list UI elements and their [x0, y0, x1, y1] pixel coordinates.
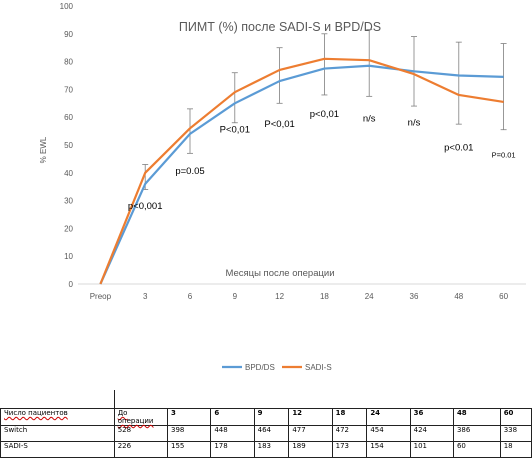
- table-cell: 18: [331, 408, 368, 426]
- x-tick-label: 36: [410, 292, 419, 301]
- x-tick-label: 24: [365, 292, 374, 301]
- p-value-annotation: n/s: [363, 113, 376, 124]
- table-cell: Switch: [0, 425, 115, 442]
- table-cell: 6: [210, 408, 255, 426]
- table-cell: 477: [288, 425, 333, 442]
- y-tick-label: 50: [64, 141, 73, 150]
- ewl-chart: ПИМТ (%) после SADI-S и BPD/DS Месяцы по…: [39, 2, 526, 372]
- table-header-patients: Число пациентов: [4, 409, 68, 417]
- table-row: Число пациентов До операции 3 6 9 12 18 …: [0, 408, 532, 426]
- y-tick-label: 90: [64, 30, 73, 39]
- y-tick-label: 60: [64, 113, 73, 122]
- table-cell: 155: [166, 441, 212, 458]
- x-axis-label: Месяцы после операции: [225, 268, 334, 279]
- table-cell: 424: [409, 425, 454, 442]
- x-tick-label: 3: [143, 292, 148, 301]
- table-cell: 226: [113, 441, 169, 458]
- p-value-annotation: P<0,01: [220, 124, 250, 135]
- x-tick-label: 6: [188, 292, 193, 301]
- table-spacer-row: [0, 390, 532, 409]
- table-cell: 24: [366, 408, 411, 426]
- y-tick-label: 10: [64, 252, 73, 261]
- x-tick-label: 12: [275, 292, 284, 301]
- table-cell: SADI-S: [0, 441, 115, 458]
- p-value-annotation: P=0.01: [492, 151, 516, 160]
- x-tick-label: Preop: [90, 292, 112, 301]
- y-tick-label: 30: [64, 197, 73, 206]
- table-cell: 18: [499, 441, 532, 458]
- table-cell: 154: [366, 441, 411, 458]
- table-cell: 528: [113, 425, 169, 442]
- table-cell: 48: [452, 408, 501, 426]
- legend-label: SADI-S: [305, 363, 332, 372]
- x-tick-label: 18: [320, 292, 329, 301]
- table-cell: 454: [366, 425, 411, 442]
- y-tick-label: 70: [64, 85, 73, 94]
- x-tick-label: 48: [454, 292, 463, 301]
- chart-svg: ПИМТ (%) после SADI-S и BPD/DS Месяцы по…: [39, 2, 526, 372]
- table-cell: 12: [288, 408, 333, 426]
- table-cell: 189: [288, 441, 333, 458]
- chart-title: ПИМТ (%) после SADI-S и BPD/DS: [179, 20, 381, 34]
- table-cell: 60: [452, 441, 501, 458]
- p-value-annotation: p<0.01: [444, 143, 473, 154]
- x-tick-label: 9: [233, 292, 238, 301]
- table-cell: 36: [409, 408, 454, 426]
- y-axis-label: % EWL: [39, 136, 48, 163]
- y-tick-label: 100: [60, 2, 74, 11]
- table-cell: 386: [452, 425, 501, 442]
- table-spacer-cell: [0, 390, 115, 409]
- table-cell: 60: [499, 408, 532, 426]
- p-value-annotation: P<0,01: [264, 119, 294, 130]
- table-cell: 101: [409, 441, 454, 458]
- table-cell: Число пациентов: [0, 408, 115, 426]
- table-row: Switch 528 398 448 464 477 472 454 424 3…: [0, 425, 532, 442]
- y-tick-label: 40: [64, 169, 73, 178]
- table-cell: 183: [253, 441, 290, 458]
- table-header-preop: До операции: [117, 409, 154, 425]
- x-tick-label: 60: [499, 292, 508, 301]
- p-value-annotation: p=0.05: [175, 166, 204, 177]
- table-cell: 9: [253, 408, 290, 426]
- table-cell: 178: [210, 441, 255, 458]
- p-value-annotation: p<0,01: [310, 109, 339, 120]
- table-row: SADI-S 226 155 178 183 189 173 154 101 6…: [0, 441, 532, 458]
- y-tick-label: 0: [69, 280, 74, 289]
- table-cell: 472: [331, 425, 368, 442]
- p-value-annotation: p<0,001: [128, 201, 163, 212]
- y-tick-label: 20: [64, 224, 73, 233]
- table-cell: 398: [166, 425, 212, 442]
- series-line-bpd-ds: [99, 64, 504, 285]
- table-cell: 448: [210, 425, 255, 442]
- legend-label: BPD/DS: [245, 363, 275, 372]
- y-tick-label: 80: [64, 58, 73, 67]
- patients-table: Число пациентов До операции 3 6 9 12 18 …: [0, 390, 532, 458]
- table-cell: 173: [331, 441, 368, 458]
- p-value-annotation: n/s: [408, 118, 421, 129]
- table-cell: 3: [166, 408, 212, 426]
- table-cell: 464: [253, 425, 290, 442]
- series-line-sadi-s: [99, 57, 504, 285]
- table-cell: 338: [499, 425, 532, 442]
- table-cell: До операции: [113, 408, 169, 426]
